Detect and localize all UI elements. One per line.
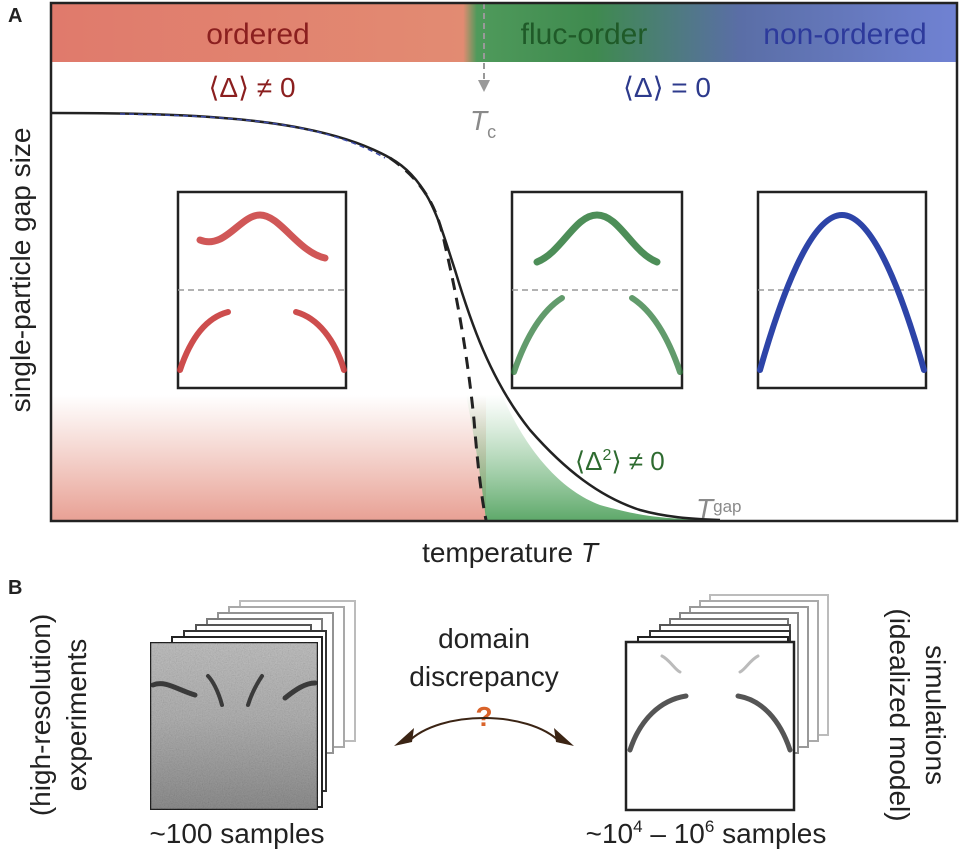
arrow-left-head: [394, 728, 414, 746]
discrepancy-arrow: [394, 717, 574, 746]
domain-label: domain: [438, 623, 530, 654]
tgap-symbol: T: [696, 493, 715, 524]
simulations-label-line2: simulations: [920, 645, 951, 785]
simulations-count: ~104 – 106 samples: [586, 817, 827, 849]
x-axis-label-text: temperature: [422, 537, 581, 568]
fluct-label: ⟨Δ2⟩ ≠ 0: [575, 446, 665, 476]
simulations-count-mid: – 10: [643, 818, 705, 849]
y-axis-label: single-particle gap size: [5, 128, 36, 413]
plot-area: ⟨Δ2⟩ ≠ 0 Tgap: [49, 1, 959, 524]
experiment-image: [148, 640, 320, 812]
x-axis-label: temperature T: [422, 537, 600, 568]
inset-ordered: [176, 190, 348, 390]
inset-fluc-order: [510, 190, 684, 390]
experiments-label-line2: experiments: [61, 639, 92, 792]
discrepancy-label: discrepancy: [409, 661, 558, 692]
fluct-label-post: ⟩ ≠ 0: [611, 446, 664, 476]
simulations-count-exp1: 4: [633, 817, 642, 836]
tgap-subscript: gap: [713, 497, 741, 516]
simulations-count-exp2: 6: [705, 817, 714, 836]
band-ordered-lower-left: [177, 309, 231, 373]
gap-curve-dashed: [389, 156, 488, 521]
experiments-label-line1: (high-resolution): [25, 614, 56, 816]
band-fluc-lower-right: [629, 295, 683, 375]
fluct-label-pre: ⟨Δ: [575, 446, 603, 476]
inset-non-ordered: [756, 190, 928, 390]
simulation-stack: [624, 594, 829, 812]
tc-subscript: c: [487, 122, 496, 142]
simulations-count-post: samples: [714, 818, 826, 849]
order-nonzero-label: ⟨Δ⟩ ≠ 0: [208, 72, 295, 103]
simulations-label-line1: (idealized model): [884, 608, 915, 821]
band-fluc-lower-left: [511, 295, 565, 375]
phase-ordered-label: ordered: [206, 18, 309, 51]
order-zero-label: ⟨Δ⟩ = 0: [623, 72, 711, 103]
tc-label: Tc: [470, 105, 496, 142]
experiments-count: ~100 samples: [149, 818, 324, 849]
phase-non-ordered-label: non-ordered: [763, 18, 926, 51]
tgap-label: Tgap: [696, 493, 741, 524]
fluct-label-sup: 2: [603, 447, 612, 464]
phase-bar: ordered fluc-order non-ordered: [51, 3, 957, 62]
phase-bar-gradient: [51, 3, 957, 62]
band-ordered-upper: [196, 211, 329, 262]
tc-symbol: T: [470, 105, 489, 136]
band-ordered-lower-right: [293, 309, 347, 373]
panel-a-label: A: [8, 5, 22, 27]
x-axis-label-symbol: T: [581, 537, 600, 568]
phase-fluc-order-label: fluc-order: [521, 18, 648, 51]
ordered-fill: [51, 395, 486, 521]
panel-b-label: B: [8, 577, 22, 599]
question-mark: ?: [475, 701, 492, 732]
plot-frame: [49, 1, 959, 523]
simulations-count-pre: ~10: [586, 818, 634, 849]
experiment-stack: [148, 600, 356, 812]
experiment-bands: [150, 674, 318, 707]
simulation-bands: [627, 654, 793, 753]
arrow-right-head: [554, 728, 574, 746]
simulation-image: [624, 640, 796, 812]
band-fluc-upper: [533, 211, 661, 266]
gap-curve-solid: [50, 111, 721, 522]
fluctuation-fill: [466, 395, 720, 520]
band-non-ordered: [757, 211, 927, 373]
